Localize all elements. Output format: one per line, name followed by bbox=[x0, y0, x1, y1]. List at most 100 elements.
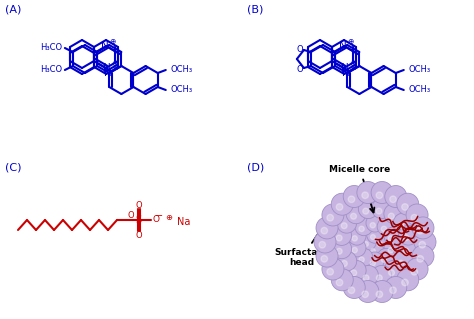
Circle shape bbox=[321, 227, 328, 234]
Circle shape bbox=[314, 231, 336, 253]
Text: ⊕: ⊕ bbox=[112, 63, 119, 72]
Circle shape bbox=[359, 265, 378, 285]
Text: N: N bbox=[101, 41, 109, 51]
Circle shape bbox=[384, 204, 404, 224]
Text: ⊕: ⊕ bbox=[347, 36, 354, 46]
Circle shape bbox=[348, 227, 366, 245]
Text: OCH₃: OCH₃ bbox=[171, 65, 193, 75]
Circle shape bbox=[385, 186, 407, 208]
Circle shape bbox=[374, 234, 390, 250]
Circle shape bbox=[346, 204, 366, 224]
Circle shape bbox=[360, 234, 376, 250]
Circle shape bbox=[371, 234, 375, 240]
Circle shape bbox=[366, 252, 384, 270]
Circle shape bbox=[411, 269, 418, 275]
Circle shape bbox=[411, 214, 418, 221]
Circle shape bbox=[401, 204, 408, 210]
Circle shape bbox=[406, 258, 428, 280]
Circle shape bbox=[384, 239, 402, 257]
Circle shape bbox=[364, 241, 368, 247]
Circle shape bbox=[390, 287, 396, 293]
Circle shape bbox=[376, 208, 382, 214]
Circle shape bbox=[341, 261, 347, 266]
Text: ⊕: ⊕ bbox=[165, 213, 173, 222]
Circle shape bbox=[370, 261, 375, 266]
Text: (A): (A) bbox=[5, 5, 21, 15]
Circle shape bbox=[371, 249, 375, 254]
Circle shape bbox=[358, 199, 378, 219]
Text: S: S bbox=[135, 215, 141, 225]
Text: N: N bbox=[103, 63, 111, 73]
Circle shape bbox=[372, 265, 392, 285]
Circle shape bbox=[414, 231, 436, 253]
Circle shape bbox=[412, 245, 434, 267]
Text: ⊕: ⊕ bbox=[349, 60, 355, 69]
Circle shape bbox=[370, 223, 375, 228]
Circle shape bbox=[357, 280, 379, 302]
Circle shape bbox=[332, 239, 352, 259]
Circle shape bbox=[397, 269, 419, 291]
Text: N: N bbox=[104, 68, 112, 78]
Text: ⊕: ⊕ bbox=[109, 36, 116, 46]
Circle shape bbox=[363, 208, 369, 214]
Circle shape bbox=[355, 218, 373, 236]
Circle shape bbox=[419, 241, 426, 248]
Circle shape bbox=[341, 223, 347, 229]
Circle shape bbox=[343, 186, 365, 208]
Circle shape bbox=[388, 248, 393, 253]
Circle shape bbox=[322, 204, 344, 226]
Text: Na: Na bbox=[177, 217, 191, 227]
Text: OCH₃: OCH₃ bbox=[409, 65, 431, 75]
Text: OCH₃: OCH₃ bbox=[409, 85, 431, 94]
Circle shape bbox=[377, 241, 383, 247]
Circle shape bbox=[376, 291, 383, 298]
Circle shape bbox=[319, 241, 326, 248]
Circle shape bbox=[337, 251, 357, 271]
Text: (C): (C) bbox=[5, 163, 21, 173]
Circle shape bbox=[343, 277, 365, 299]
Text: Surfactant
head: Surfactant head bbox=[275, 220, 329, 267]
Text: N: N bbox=[342, 68, 350, 78]
Circle shape bbox=[348, 239, 366, 257]
Text: ⊕: ⊕ bbox=[351, 63, 357, 72]
Text: OCH₃: OCH₃ bbox=[171, 85, 193, 94]
Text: O: O bbox=[128, 211, 135, 219]
Text: N: N bbox=[341, 63, 349, 73]
Circle shape bbox=[332, 226, 352, 245]
Circle shape bbox=[399, 239, 418, 258]
Circle shape bbox=[351, 213, 356, 219]
Text: H₃CO: H₃CO bbox=[40, 43, 62, 53]
Text: (D): (D) bbox=[247, 163, 264, 173]
Circle shape bbox=[359, 257, 365, 262]
Circle shape bbox=[372, 199, 392, 219]
Circle shape bbox=[384, 260, 404, 280]
Circle shape bbox=[336, 204, 343, 210]
Circle shape bbox=[403, 248, 409, 254]
Circle shape bbox=[389, 270, 394, 276]
Circle shape bbox=[376, 275, 382, 281]
Circle shape bbox=[348, 287, 355, 293]
Text: O: O bbox=[136, 201, 142, 210]
Circle shape bbox=[352, 236, 357, 241]
Text: O: O bbox=[297, 44, 303, 54]
Text: ⊕: ⊕ bbox=[111, 60, 117, 69]
Circle shape bbox=[336, 248, 342, 254]
Circle shape bbox=[398, 222, 404, 228]
Circle shape bbox=[390, 196, 396, 203]
Circle shape bbox=[388, 213, 394, 219]
Circle shape bbox=[371, 280, 393, 302]
Circle shape bbox=[377, 218, 395, 236]
Circle shape bbox=[357, 182, 379, 204]
Circle shape bbox=[327, 214, 334, 221]
Text: O: O bbox=[153, 216, 160, 225]
Circle shape bbox=[346, 260, 366, 280]
Circle shape bbox=[336, 235, 342, 241]
Circle shape bbox=[385, 277, 407, 299]
Text: O: O bbox=[136, 231, 142, 240]
Circle shape bbox=[384, 227, 402, 245]
Circle shape bbox=[352, 248, 357, 253]
Circle shape bbox=[316, 245, 338, 267]
Text: (B): (B) bbox=[247, 5, 264, 15]
Circle shape bbox=[331, 193, 353, 215]
Circle shape bbox=[362, 291, 368, 298]
